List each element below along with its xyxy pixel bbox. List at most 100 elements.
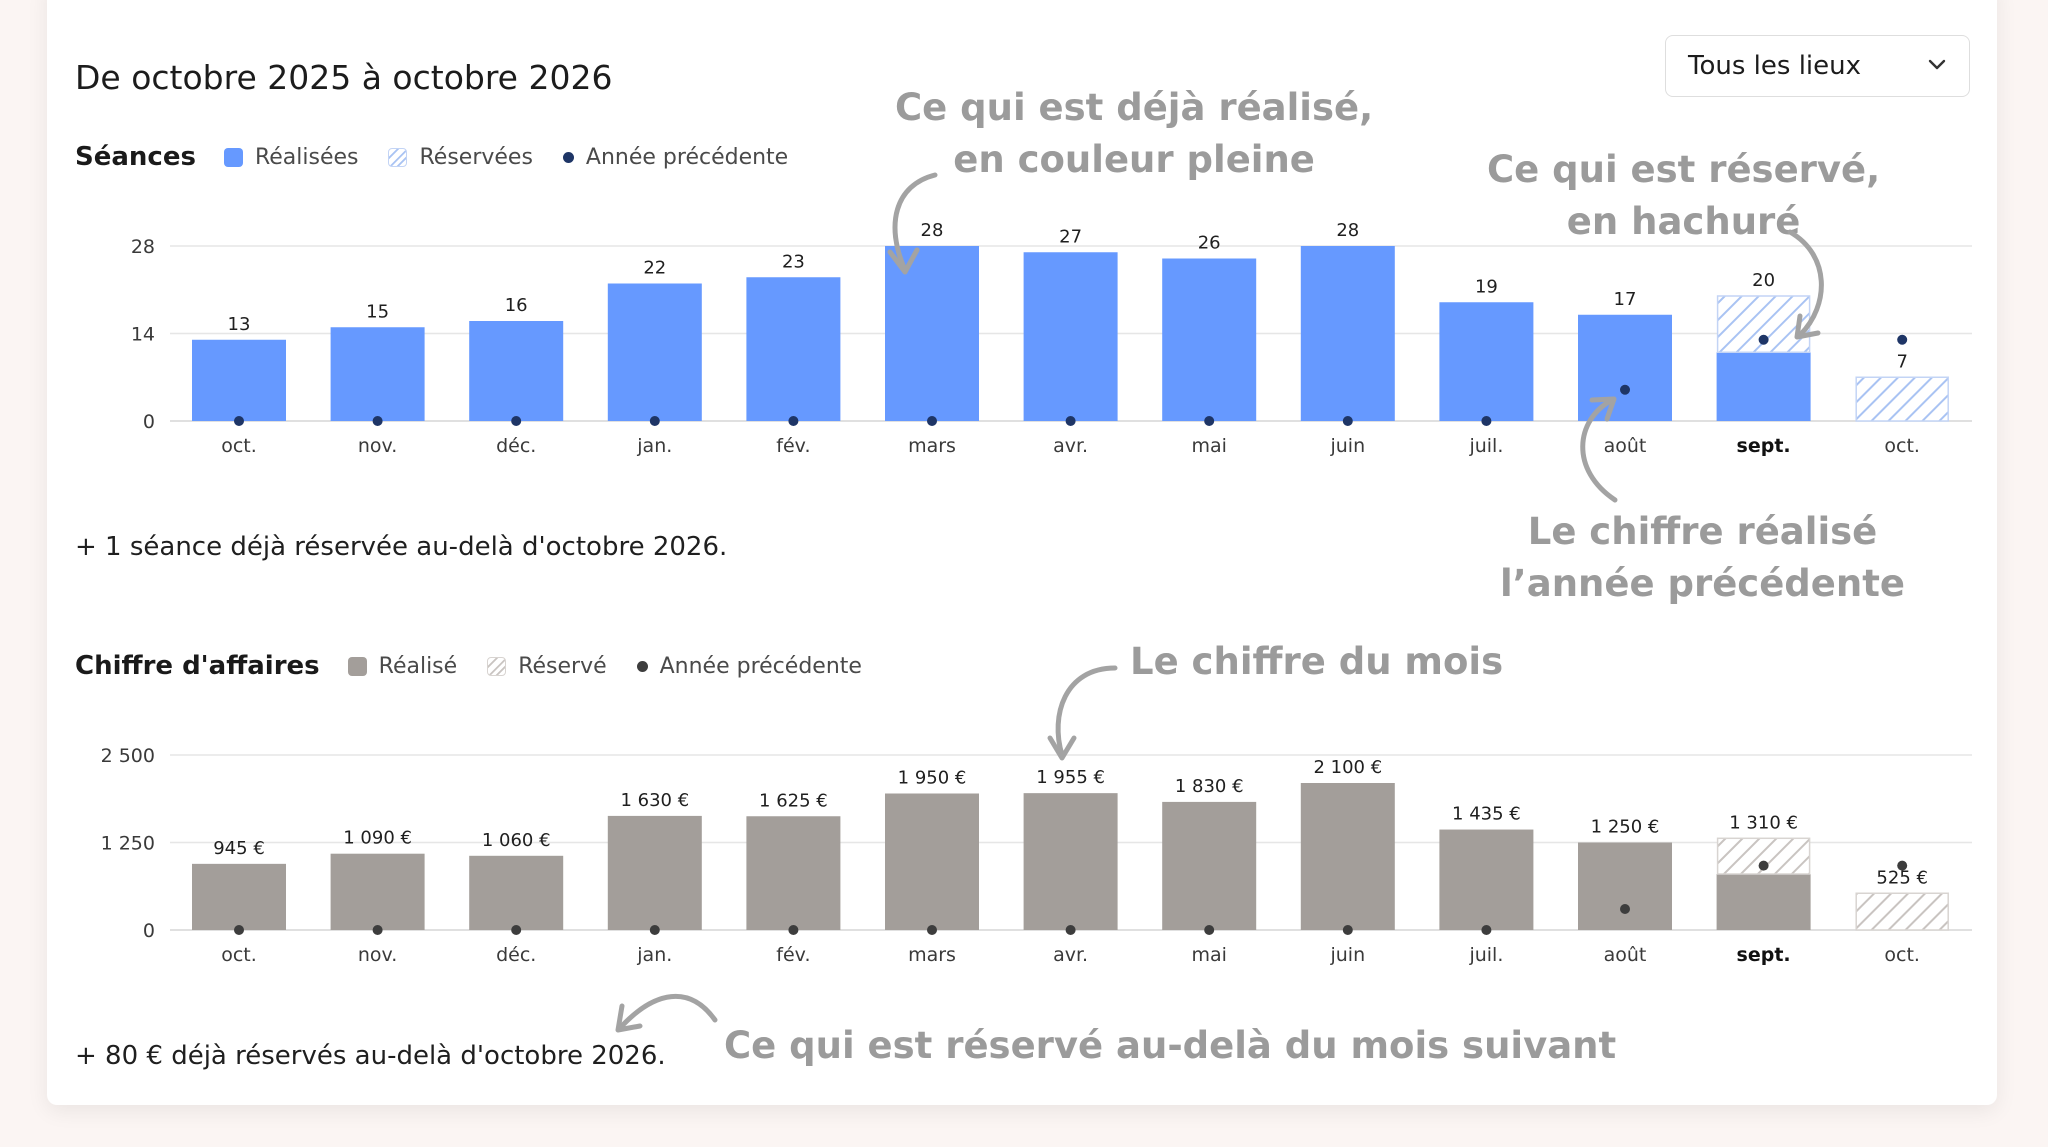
x-tick-label: mai [1191,435,1226,457]
previous-year-point [511,925,522,935]
x-tick-label: mars [908,944,956,966]
x-tick-label: oct. [221,435,257,457]
previous-year-point [1897,334,1908,345]
reserved-swatch [487,656,507,676]
bar-realized [607,283,702,421]
location-select[interactable]: Tous les lieux [1665,35,1970,97]
y-tick-label: 28 [131,236,155,258]
bar-realized [1023,793,1118,930]
data-label: 15 [366,301,389,322]
y-tick-label: 2 500 [101,745,155,767]
data-label: 22 [643,258,666,279]
revenue-legend: Chiffre d'affaires Réalisé Réservé Année… [75,651,892,681]
x-tick-label: avr. [1053,944,1088,966]
previous-year-swatch [562,151,574,163]
bar-realized [192,339,286,421]
previous-year-point [1620,904,1630,914]
bar-realized [885,793,979,930]
annotation-month-total: Le chiffre du mois [1130,640,1504,683]
previous-year-point [788,416,799,426]
bar-realized [1300,783,1395,930]
legend-item-previous[interactable]: Année précédente [636,653,862,679]
data-label: 26 [1198,233,1221,254]
revenue-beyond-note: + 80 € déjà réservés au-delà d'octobre 2… [75,1041,666,1071]
data-label: 1 250 € [1591,817,1660,838]
data-label: 1 955 € [1036,767,1105,788]
annotation-beyond: Ce qui est réservé au-delà du mois suiva… [724,1024,1617,1067]
x-tick-label: nov. [358,435,397,457]
data-label: 27 [1059,226,1082,247]
data-label: 1 630 € [620,790,689,811]
reserved-swatch [388,147,408,167]
bar-realized [469,855,564,930]
previous-year-point [788,925,799,935]
data-label: 1 090 € [343,828,412,849]
x-tick-label: sept. [1737,435,1791,457]
bar-realized [1439,829,1534,930]
revenue-heading: Chiffre d'affaires [75,651,320,681]
seances-legend: Séances Réalisées Réservées Année précéd… [75,142,818,172]
data-label: 28 [1336,220,1359,241]
y-tick-label: 0 [143,411,155,433]
bar-realized [1162,258,1257,421]
legend-label: Année précédente [659,653,862,679]
x-tick-label: mars [908,435,956,457]
x-tick-label: juil. [1468,944,1503,966]
legend-label: Réservé [518,653,607,679]
previous-year-point [511,416,522,426]
legend-item-reserved[interactable]: Réservé [487,653,607,679]
data-label: 1 625 € [759,790,828,811]
bar-realized [746,816,841,930]
legend-label: Réalisé [378,653,458,679]
seances-chart: 0 14 28 13 oct. 15 nov. 16 déc. 22 jan. 23 fév. 28 mar… [131,220,1972,457]
data-label: 945 € [213,838,265,859]
legend-item-reserved[interactable]: Réservées [388,145,533,170]
previous-year-point [1342,416,1353,426]
previous-year-point [372,925,383,935]
bar-realized [1162,801,1257,930]
x-tick-label: oct. [1884,435,1920,457]
previous-year-point [1481,416,1492,426]
previous-year-point [1620,384,1630,395]
x-tick-label: jan. [636,435,672,457]
legend-item-previous[interactable]: Année précédente [562,144,789,170]
x-tick-label: oct. [221,944,257,966]
location-select-value: Tous les lieux [1688,51,1861,81]
data-label: 7 [1896,351,1907,372]
x-tick-label: août [1604,944,1647,966]
previous-year-point [1065,925,1076,935]
previous-year-point [234,416,244,426]
x-tick-label: déc. [496,944,536,966]
seances-beyond-note: + 1 séance déjà réservée au-delà d'octob… [75,532,728,562]
x-tick-label: sept. [1737,944,1791,966]
previous-year-point [927,925,937,935]
previous-year-point [1758,334,1769,345]
data-label: 17 [1614,289,1637,310]
previous-year-point [927,416,937,426]
chevron-down-icon [1928,59,1946,70]
legend-label: Année précédente [585,144,789,170]
realized-swatch [223,147,243,167]
bar-realized [1023,252,1118,421]
previous-year-point [1065,416,1076,426]
bar-realized [885,246,979,421]
data-label: 2 100 € [1313,757,1382,778]
data-label: 19 [1475,276,1498,297]
legend-item-realized[interactable]: Réalisé [347,653,458,679]
previous-year-point [1204,416,1215,426]
data-label: 23 [782,251,805,272]
bar-reserved [1855,376,1949,422]
legend-item-realized[interactable]: Réalisées [223,145,358,170]
data-label: 525 € [1876,867,1928,888]
data-label: 1 830 € [1175,776,1244,797]
realized-swatch [347,656,367,676]
x-tick-label: avr. [1053,435,1088,457]
annotation-realized: Ce qui est déjà réalisé, en couleur plei… [895,86,1374,181]
bar-realized [607,815,702,930]
x-tick-label: déc. [496,435,536,457]
bar-realized [1716,352,1811,421]
previous-year-point [649,925,660,935]
previous-year-point [234,925,244,935]
x-tick-label: mai [1191,944,1226,966]
annotation-reserved: Ce qui est réservé, en hachuré [1487,148,1881,243]
